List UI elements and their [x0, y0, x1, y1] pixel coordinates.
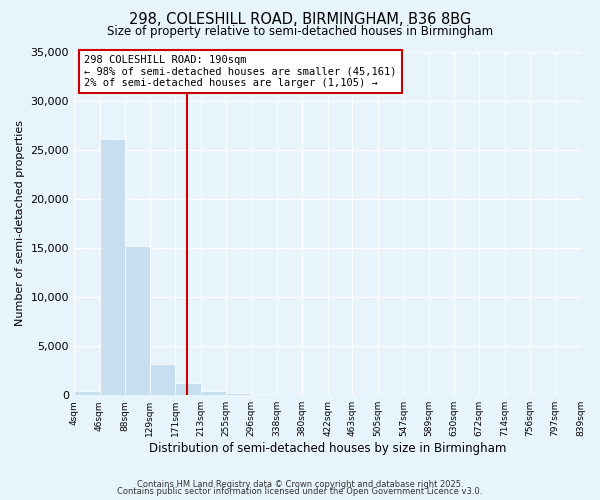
Bar	[74, 392, 100, 395]
X-axis label: Distribution of semi-detached houses by size in Birmingham: Distribution of semi-detached houses by …	[149, 442, 506, 455]
Text: 298 COLESHILL ROAD: 190sqm
← 98% of semi-detached houses are smaller (45,161)
2%: 298 COLESHILL ROAD: 190sqm ← 98% of semi…	[84, 55, 397, 88]
Bar	[100, 139, 125, 395]
Bar	[201, 392, 226, 395]
Bar	[251, 394, 277, 395]
Text: 298, COLESHILL ROAD, BIRMINGHAM, B36 8BG: 298, COLESHILL ROAD, BIRMINGHAM, B36 8BG	[129, 12, 471, 28]
Bar	[226, 393, 251, 395]
Y-axis label: Number of semi-detached properties: Number of semi-detached properties	[15, 120, 25, 326]
Text: Contains public sector information licensed under the Open Government Licence v3: Contains public sector information licen…	[118, 487, 482, 496]
Bar	[150, 364, 175, 395]
Bar	[175, 384, 201, 395]
Text: Contains HM Land Registry data © Crown copyright and database right 2025.: Contains HM Land Registry data © Crown c…	[137, 480, 463, 489]
Bar	[125, 246, 150, 395]
Text: Size of property relative to semi-detached houses in Birmingham: Size of property relative to semi-detach…	[107, 25, 493, 38]
